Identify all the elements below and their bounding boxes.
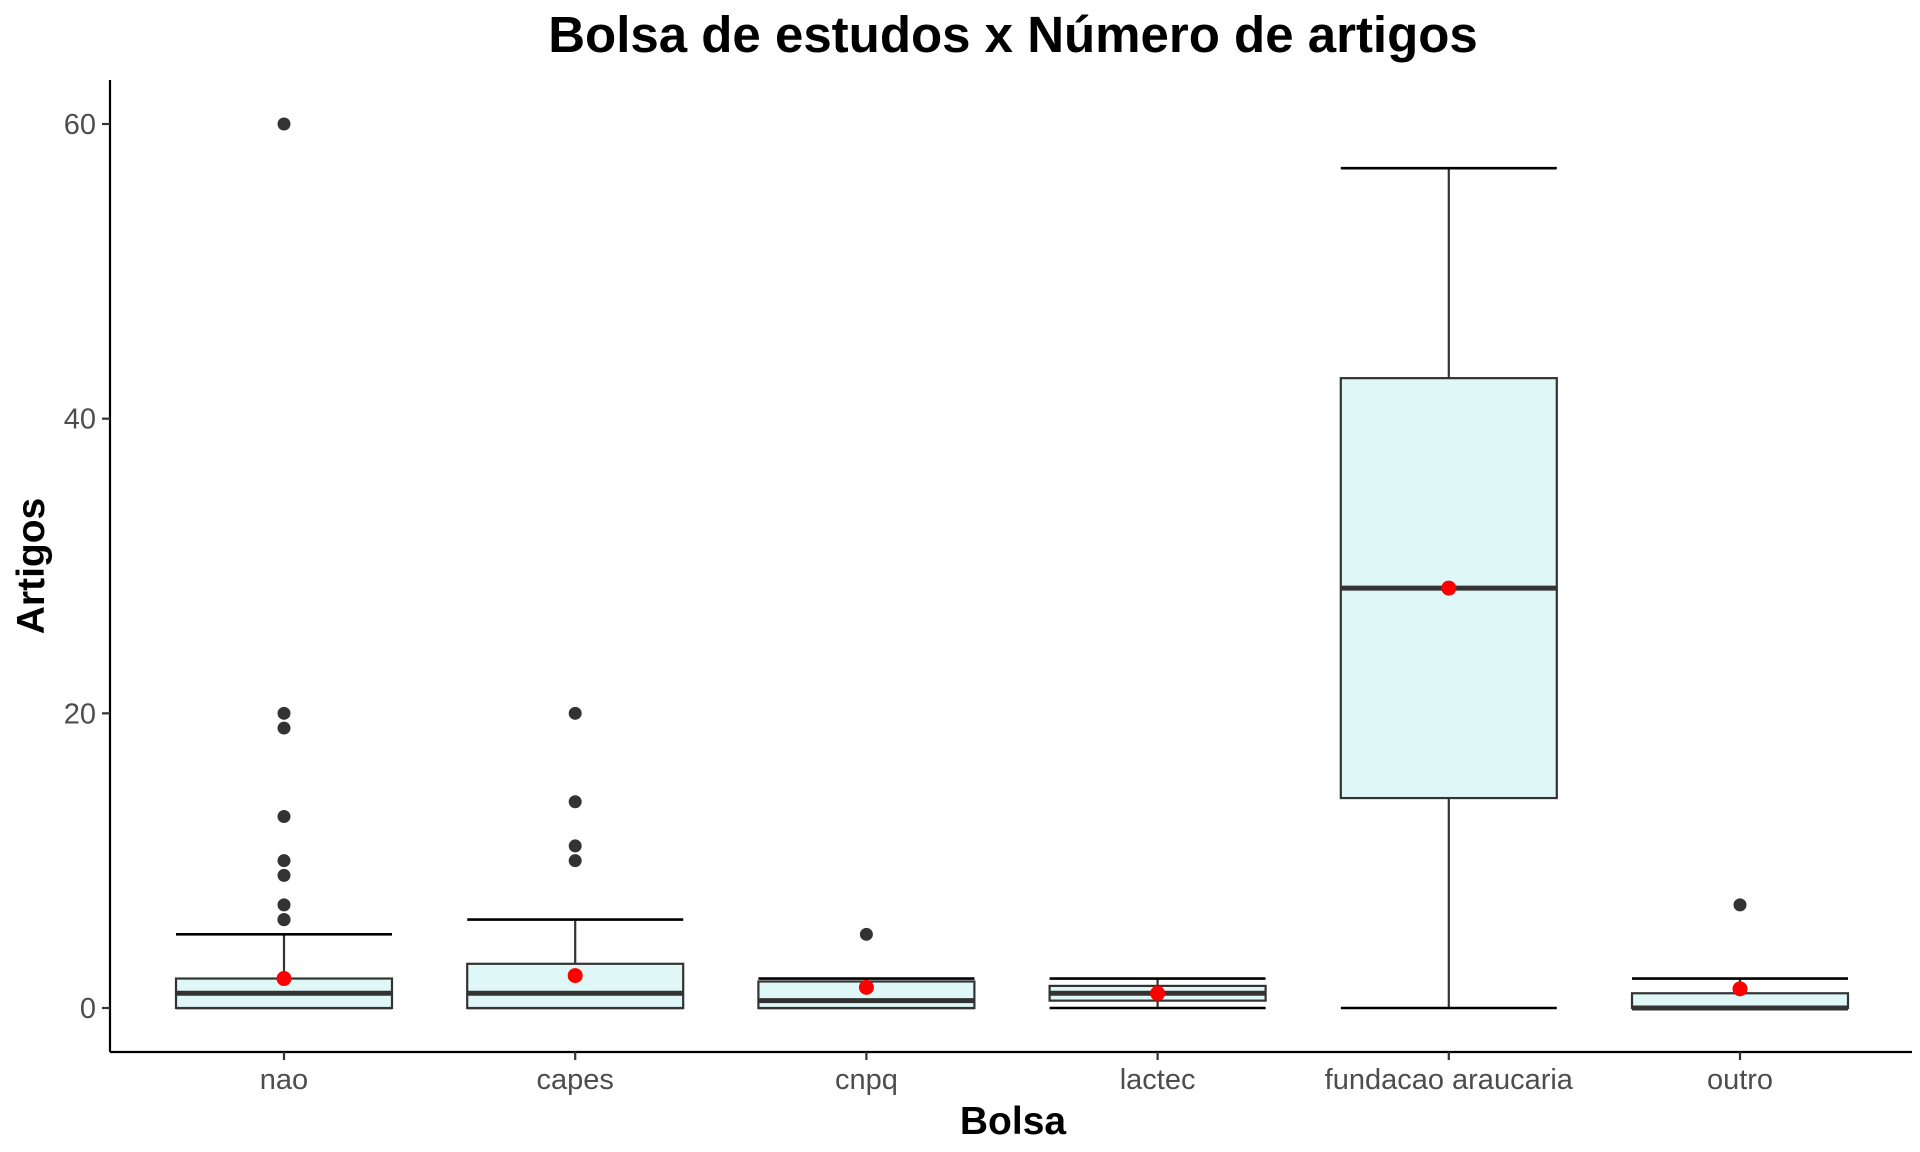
outlier-point (859, 927, 873, 941)
x-tick-label: capes (537, 1064, 614, 1096)
mean-point (1150, 985, 1166, 1001)
iqr-box (466, 962, 685, 1010)
mean-point (1441, 580, 1457, 596)
box-group (174, 117, 394, 1010)
mean-point (858, 979, 874, 995)
x-tick-label: nao (260, 1064, 308, 1096)
x-tick-label: lactec (1120, 1064, 1196, 1096)
outlier-point (1733, 898, 1747, 912)
outlier-point (568, 795, 582, 809)
x-axis-ticks: nao capes cnpq lactec fundacao araucaria outr… (260, 1052, 1773, 1096)
mean-point (1732, 981, 1748, 997)
outlier-point (277, 117, 291, 131)
x-tick-label: fundacao araucaria (1325, 1064, 1574, 1096)
outlier-point (277, 854, 291, 868)
box-group (466, 706, 685, 1010)
mean-point (567, 968, 583, 984)
x-tick-label: cnpq (835, 1064, 898, 1096)
box-group (1339, 166, 1558, 1010)
x-axis-title: Bolsa (960, 1100, 1067, 1143)
chart-title: Bolsa de estudos x Número de artigos (548, 6, 1478, 63)
y-tick-label: 40 (64, 404, 96, 436)
outlier-point (568, 854, 582, 868)
outlier-point (277, 809, 291, 823)
x-tick-label: outro (1707, 1064, 1773, 1096)
y-tick-label: 20 (64, 698, 96, 730)
y-axis-title: Artigos (10, 498, 53, 635)
box-group (757, 927, 976, 1010)
outlier-point (277, 721, 291, 735)
outlier-point (568, 706, 582, 720)
y-axis-ticks: 0 20 40 60 (64, 109, 110, 1025)
outlier-point (277, 898, 291, 912)
outlier-point (277, 706, 291, 720)
y-tick-label: 0 (80, 993, 96, 1025)
outlier-point (568, 839, 582, 853)
box-group (1048, 977, 1267, 1010)
box-group (1630, 898, 1850, 1011)
plot-area (174, 117, 1850, 1011)
mean-point (276, 971, 292, 987)
y-tick-label: 60 (64, 109, 96, 141)
outlier-point (277, 868, 291, 882)
outlier-point (277, 913, 291, 927)
